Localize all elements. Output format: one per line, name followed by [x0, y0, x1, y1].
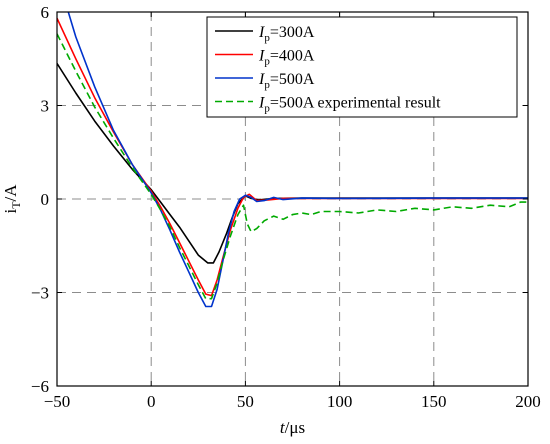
series-line-4 [57, 33, 528, 300]
x-tick-label: 0 [147, 392, 156, 411]
y-tick-label: 6 [41, 3, 50, 22]
x-tick-label: −50 [44, 392, 71, 411]
y-axis-unit: /A [1, 184, 20, 202]
x-tick-label: 200 [515, 392, 541, 411]
legend-label-3: Ip=500A [258, 71, 315, 91]
x-tick-label: 50 [237, 392, 254, 411]
legend-label-1: Ip=300A [258, 24, 315, 44]
x-axis-variable: t [280, 418, 286, 437]
legend-label-2: Ip=400A [258, 48, 315, 68]
y-axis-variable: i [1, 209, 20, 214]
legend-items: Ip=300A Ip=400A Ip=500A Ip=500A experimenta… [215, 24, 441, 115]
y-tick-label: 3 [41, 97, 50, 116]
y-axis-label: iT/A [1, 184, 23, 214]
x-axis-label: t/μs [280, 418, 305, 437]
y-tick-label: 0 [41, 190, 50, 209]
y-tick-label: −6 [31, 377, 49, 396]
legend: Ip=300A Ip=400A Ip=500A Ip=500A experimenta… [206, 16, 518, 118]
x-tick-label: 150 [421, 392, 447, 411]
legend-box [206, 16, 518, 118]
x-tick-label: 100 [327, 392, 353, 411]
x-axis-unit: /μs [285, 418, 305, 437]
series-line-1 [57, 62, 528, 264]
y-tick-label: −3 [31, 284, 49, 303]
series-lines [57, 12, 528, 308]
axis-ticks: −50 0 50 100 150 200 −6 −3 0 3 6 [31, 3, 541, 411]
y-axis-subscript: T [9, 201, 23, 209]
legend-label-4: Ip=500A experimental result [258, 95, 441, 115]
